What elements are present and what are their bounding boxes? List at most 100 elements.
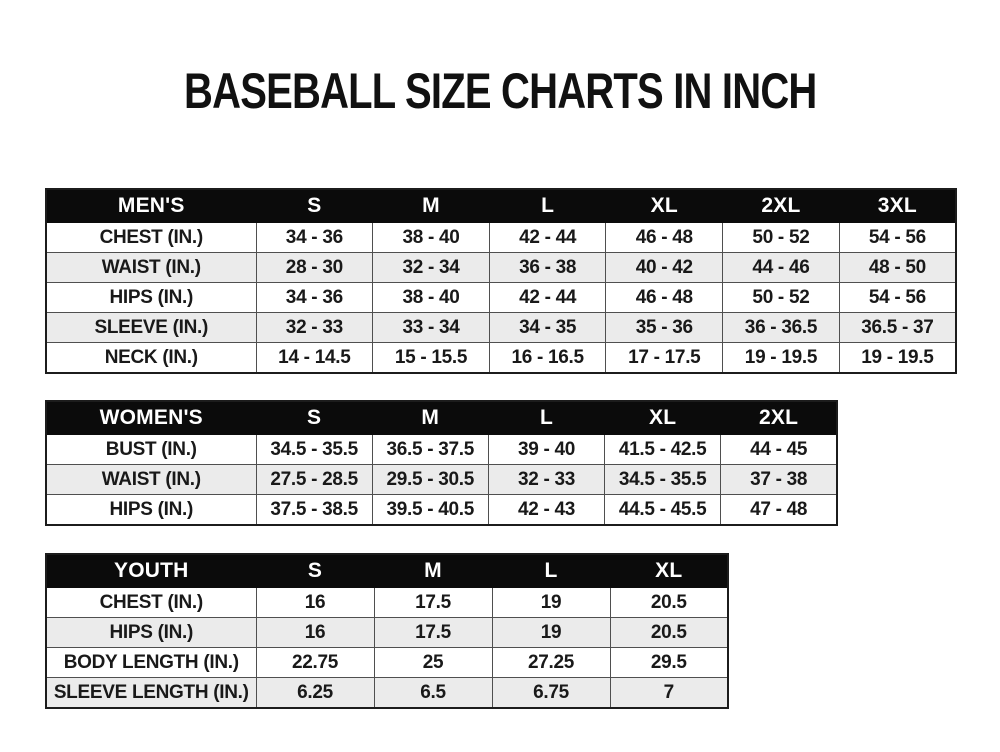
table-cell: 29.5 <box>609 647 729 678</box>
table-cell: 41.5 - 42.5 <box>604 434 722 465</box>
table-row: BUST (IN.) 34.5 - 35.5 36.5 - 37.5 39 - 40 4… <box>45 434 838 465</box>
table-cell: 50 - 52 <box>722 222 840 253</box>
table-cell: 36.5 - 37.5 <box>371 434 489 465</box>
table-cell: 27.5 - 28.5 <box>255 464 373 495</box>
table-cell: 6.5 <box>373 677 493 709</box>
table-row: HIPS (IN.) 34 - 36 38 - 40 42 - 44 46 - 48 50… <box>45 282 957 313</box>
table-row: CHEST (IN.) 16 17.5 19 20.5 <box>45 587 729 618</box>
column-header: M <box>372 188 490 223</box>
table-header-row: WOMEN'S S M L XL 2XL <box>45 400 838 435</box>
table-cell: 46 - 48 <box>605 222 724 253</box>
row-label: HIPS (IN.) <box>45 282 257 313</box>
row-label: SLEEVE LENGTH (IN.) <box>45 677 257 709</box>
table-cell: 54 - 56 <box>838 282 957 313</box>
table-cell: 39.5 - 40.5 <box>371 494 489 526</box>
row-label: HIPS (IN.) <box>45 617 257 648</box>
table-row: WAIST (IN.) 28 - 30 32 - 34 36 - 38 40 - 42 4… <box>45 252 957 283</box>
table-row: HIPS (IN.) 37.5 - 38.5 39.5 - 40.5 42 - 43 4… <box>45 494 838 526</box>
column-header: XL <box>605 188 724 223</box>
column-header: L <box>491 553 611 588</box>
table-cell: 16 <box>255 587 375 618</box>
table-cell: 39 - 40 <box>487 434 606 465</box>
table-cell: 36.5 - 37 <box>838 312 957 343</box>
table-cell: 34.5 - 35.5 <box>255 434 373 465</box>
title-wrap: BASEBALL SIZE CHARTS IN INCH <box>0 62 1000 120</box>
row-label: BODY LENGTH (IN.) <box>45 647 257 678</box>
page-title: BASEBALL SIZE CHARTS IN INCH <box>183 63 817 119</box>
table-cell: 32 - 33 <box>487 464 606 495</box>
table-cell: 22.75 <box>255 647 375 678</box>
table-row: WAIST (IN.) 27.5 - 28.5 29.5 - 30.5 32 - 33… <box>45 464 838 495</box>
table-cell: 37.5 - 38.5 <box>255 494 373 526</box>
table-cell: 44 - 46 <box>722 252 840 283</box>
column-header: 2XL <box>722 188 840 223</box>
table-row: SLEEVE (IN.) 32 - 33 33 - 34 34 - 35 35 - 36… <box>45 312 957 343</box>
row-label: CHEST (IN.) <box>45 222 257 253</box>
table-cell: 46 - 48 <box>605 282 724 313</box>
table-cell: 34.5 - 35.5 <box>604 464 722 495</box>
table-header-row: YOUTH S M L XL <box>45 553 729 588</box>
table-cell: 16 <box>255 617 375 648</box>
column-header: L <box>488 188 607 223</box>
table-header-row: MEN'S S M L XL 2XL 3XL <box>45 188 957 223</box>
table-row: HIPS (IN.) 16 17.5 19 20.5 <box>45 617 729 648</box>
table-cell: 36 - 38 <box>488 252 607 283</box>
column-header: M <box>371 400 489 435</box>
table-cell: 42 - 44 <box>488 222 607 253</box>
column-header: 2XL <box>720 400 838 435</box>
table-cell: 19 <box>491 617 611 648</box>
mens-header-label: MEN'S <box>45 188 257 223</box>
table-cell: 34 - 36 <box>255 222 374 253</box>
table-cell: 17.5 <box>373 587 493 618</box>
table-cell: 20.5 <box>609 617 729 648</box>
table-cell: 34 - 36 <box>255 282 374 313</box>
table-cell: 15 - 15.5 <box>372 342 490 374</box>
table-cell: 54 - 56 <box>838 222 957 253</box>
table-cell: 29.5 - 30.5 <box>371 464 489 495</box>
mens-size-table: MEN'S S M L XL 2XL 3XL CHEST (IN.) 34 - 36 38 - 4… <box>45 188 957 374</box>
table-cell: 6.75 <box>491 677 611 709</box>
table-cell: 17.5 <box>373 617 493 648</box>
table-cell: 20.5 <box>609 587 729 618</box>
table-cell: 27.25 <box>491 647 611 678</box>
table-cell: 44.5 - 45.5 <box>604 494 722 526</box>
table-cell: 6.25 <box>255 677 375 709</box>
table-cell: 19 <box>491 587 611 618</box>
youth-size-table: YOUTH S M L XL CHEST (IN.) 16 17.5 19 20.5 HIPS (I… <box>45 553 729 709</box>
row-label: CHEST (IN.) <box>45 587 257 618</box>
row-label: WAIST (IN.) <box>45 252 257 283</box>
row-label: BUST (IN.) <box>45 434 257 465</box>
table-cell: 47 - 48 <box>720 494 838 526</box>
table-cell: 38 - 40 <box>372 282 490 313</box>
table-cell: 19 - 19.5 <box>722 342 840 374</box>
row-label: WAIST (IN.) <box>45 464 257 495</box>
column-header: M <box>373 553 493 588</box>
table-cell: 36 - 36.5 <box>722 312 840 343</box>
column-header: XL <box>604 400 722 435</box>
table-row: CHEST (IN.) 34 - 36 38 - 40 42 - 44 46 - 48 5… <box>45 222 957 253</box>
table-cell: 44 - 45 <box>720 434 838 465</box>
table-cell: 17 - 17.5 <box>605 342 724 374</box>
column-header: S <box>255 400 373 435</box>
column-header: L <box>487 400 606 435</box>
table-cell: 33 - 34 <box>372 312 490 343</box>
table-cell: 19 - 19.5 <box>838 342 957 374</box>
table-cell: 48 - 50 <box>838 252 957 283</box>
table-cell: 32 - 33 <box>255 312 374 343</box>
table-cell: 42 - 43 <box>487 494 606 526</box>
column-header: 3XL <box>838 188 957 223</box>
womens-size-table: WOMEN'S S M L XL 2XL BUST (IN.) 34.5 - 35.5 36.5… <box>45 400 838 526</box>
table-cell: 35 - 36 <box>605 312 724 343</box>
table-cell: 28 - 30 <box>255 252 374 283</box>
table-cell: 50 - 52 <box>722 282 840 313</box>
row-label: HIPS (IN.) <box>45 494 257 526</box>
table-row: NECK (IN.) 14 - 14.5 15 - 15.5 16 - 16.5 17 … <box>45 342 957 374</box>
table-cell: 42 - 44 <box>488 282 607 313</box>
table-cell: 7 <box>609 677 729 709</box>
column-header: XL <box>609 553 729 588</box>
table-cell: 40 - 42 <box>605 252 724 283</box>
table-cell: 16 - 16.5 <box>488 342 607 374</box>
row-label: SLEEVE (IN.) <box>45 312 257 343</box>
youth-header-label: YOUTH <box>45 553 257 588</box>
